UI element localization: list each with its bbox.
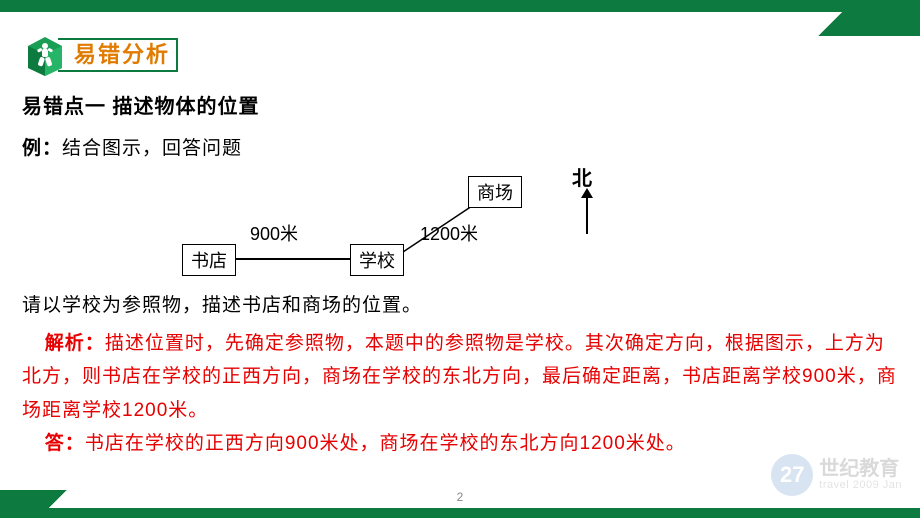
watermark: 27 世纪教育 travel 2009 Jan: [771, 454, 902, 496]
example-label: 例：: [22, 138, 62, 159]
page-number: 2: [457, 490, 464, 504]
section-badge: 易错分析: [24, 34, 192, 76]
position-diagram: 北 书店 学校 商场 900米 1200米: [142, 162, 762, 282]
analysis-block: 解析：描述位置时，先确定参照物，本题中的参照物是学校。其次确定方向，根据图示，上…: [22, 327, 898, 460]
watermark-logo-icon: 27: [771, 454, 813, 496]
node-mall: 商场: [468, 176, 522, 208]
frame-bottom: [0, 508, 920, 518]
question-text: 请以学校为参照物，描述书店和商场的位置。: [22, 290, 898, 317]
content-area: 易错点一 描述物体的位置 例：结合图示，回答问题 北 书店 学校 商场 900米…: [22, 90, 898, 460]
distance-2: 1200米: [420, 220, 478, 246]
analysis-label: 解析：: [45, 333, 105, 354]
watermark-sub: travel 2009 Jan: [819, 480, 902, 492]
frame-top: [0, 0, 920, 12]
example-line: 例：结合图示，回答问题: [22, 133, 898, 160]
error-point-heading: 易错点一 描述物体的位置: [22, 90, 898, 119]
example-text: 结合图示，回答问题: [62, 138, 242, 159]
analysis-text: 描述位置时，先确定参照物，本题中的参照物是学校。其次确定方向，根据图示，上方为北…: [22, 333, 897, 421]
badge-title: 易错分析: [58, 38, 178, 72]
answer-text: 书店在学校的正西方向900米处，商场在学校的东北方向1200米处。: [85, 433, 686, 454]
watermark-main: 世纪教育: [819, 459, 902, 480]
answer-label: 答：: [45, 433, 85, 454]
node-school: 学校: [350, 244, 404, 276]
distance-1: 900米: [250, 220, 298, 246]
node-bookstore: 书店: [182, 244, 236, 276]
